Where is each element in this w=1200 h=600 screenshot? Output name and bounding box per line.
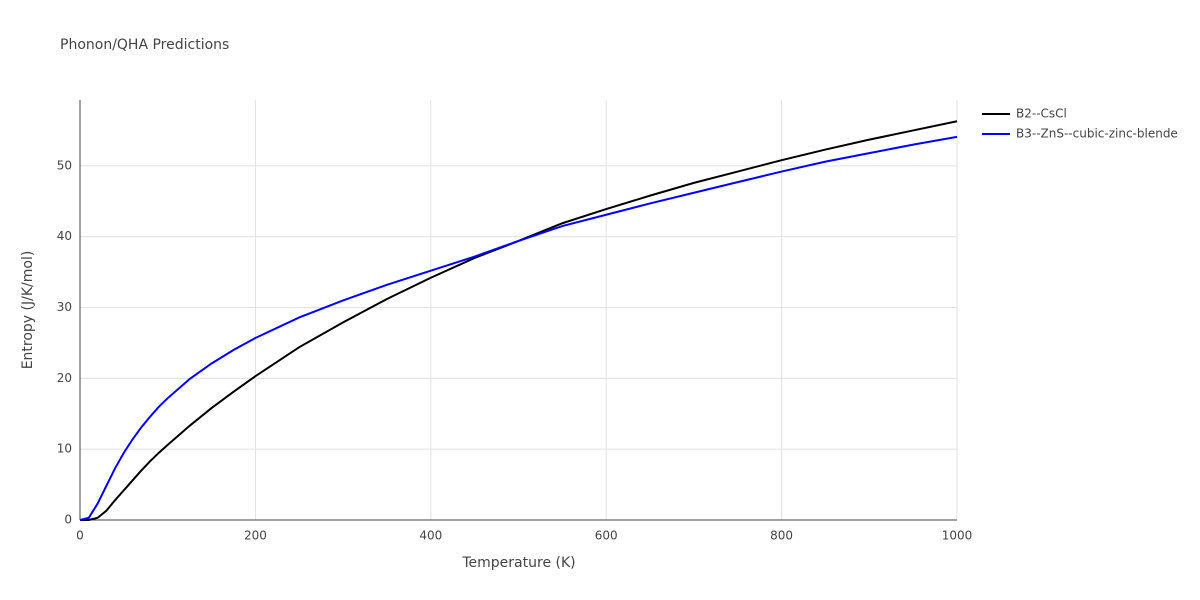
x-tick-label: 0 — [76, 529, 84, 543]
x-tick-label: 800 — [770, 529, 793, 543]
y-tick-label: 0 — [64, 513, 72, 527]
x-tick-label: 200 — [244, 529, 267, 543]
legend-label: B2--CsCl — [1016, 107, 1067, 121]
y-tick-label: 20 — [57, 371, 72, 385]
x-tick-label: 600 — [595, 529, 618, 543]
y-tick-label: 50 — [57, 158, 72, 172]
x-tick-label: 400 — [419, 529, 442, 543]
legend-label: B3--ZnS--cubic-zinc-blende — [1016, 127, 1178, 141]
chart-title: Phonon/QHA Predictions — [60, 37, 229, 53]
y-tick-label: 10 — [57, 442, 72, 456]
y-axis-label: Entropy (J/K/mol) — [20, 251, 36, 370]
y-tick-label: 30 — [57, 300, 72, 314]
x-axis-label: Temperature (K) — [461, 555, 575, 571]
data-line — [79, 135, 958, 521]
data-line — [80, 120, 958, 521]
x-tick-label: 1000 — [942, 529, 973, 543]
y-tick-label: 40 — [57, 229, 72, 243]
